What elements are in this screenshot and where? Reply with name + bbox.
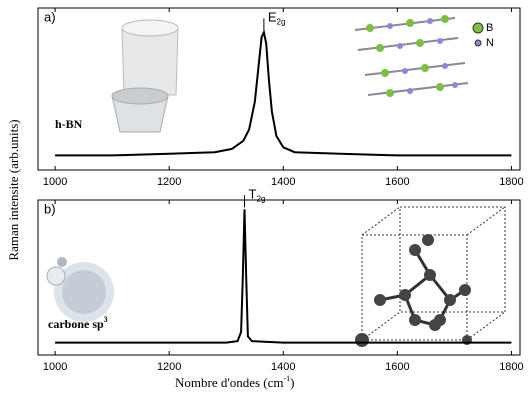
x-axis-label: Nombre d'ondes (cm-1) [175,374,295,390]
plot-frame [37,199,521,356]
peak-label: T2g [248,187,265,204]
sample-label-main: carbone sp [48,317,104,331]
y-axis-label: Raman intensite (arb.units) [6,119,21,260]
x-axis-label-end: ) [290,375,294,390]
peak-label-sub: 2g [277,17,286,26]
legend-label: N [486,37,494,49]
spectrum-line [55,209,512,344]
peak-label-sub: 2g [256,194,265,203]
diamond-image [46,257,114,322]
sample-label: carbone sp3 [48,315,108,331]
peak-label: E2g [268,10,286,27]
sample-label-sup: 3 [104,315,108,324]
sample-label: h-BN [55,117,83,131]
crucible-image [111,19,179,133]
x-tick-label: 1600 [385,176,409,188]
plot-frame [37,7,521,171]
x-axis-label-sup: -1 [283,374,290,383]
x-tick-label: 1400 [271,176,295,188]
hbn-structure-image [354,15,484,97]
peak-label-main: T [248,187,256,202]
panel-label: a) [44,9,56,24]
x-tick-label: 1000 [43,361,67,373]
spectrum-line [55,29,512,157]
x-axis-label-main: Nombre d'ondes (cm [175,375,283,390]
legend-label: B [486,22,493,34]
panel-label: b) [44,201,56,216]
x-tick-label: 1600 [385,361,409,373]
x-tick-label: 1800 [499,361,523,373]
diamond-lattice-image [355,206,506,347]
x-tick-label: 1000 [43,176,67,188]
x-tick-label: 1200 [157,361,181,373]
x-tick-label: 1200 [157,176,181,188]
x-tick-label: 1400 [271,361,295,373]
x-tick-label: 1800 [499,176,523,188]
peak-label-main: E [268,10,277,25]
